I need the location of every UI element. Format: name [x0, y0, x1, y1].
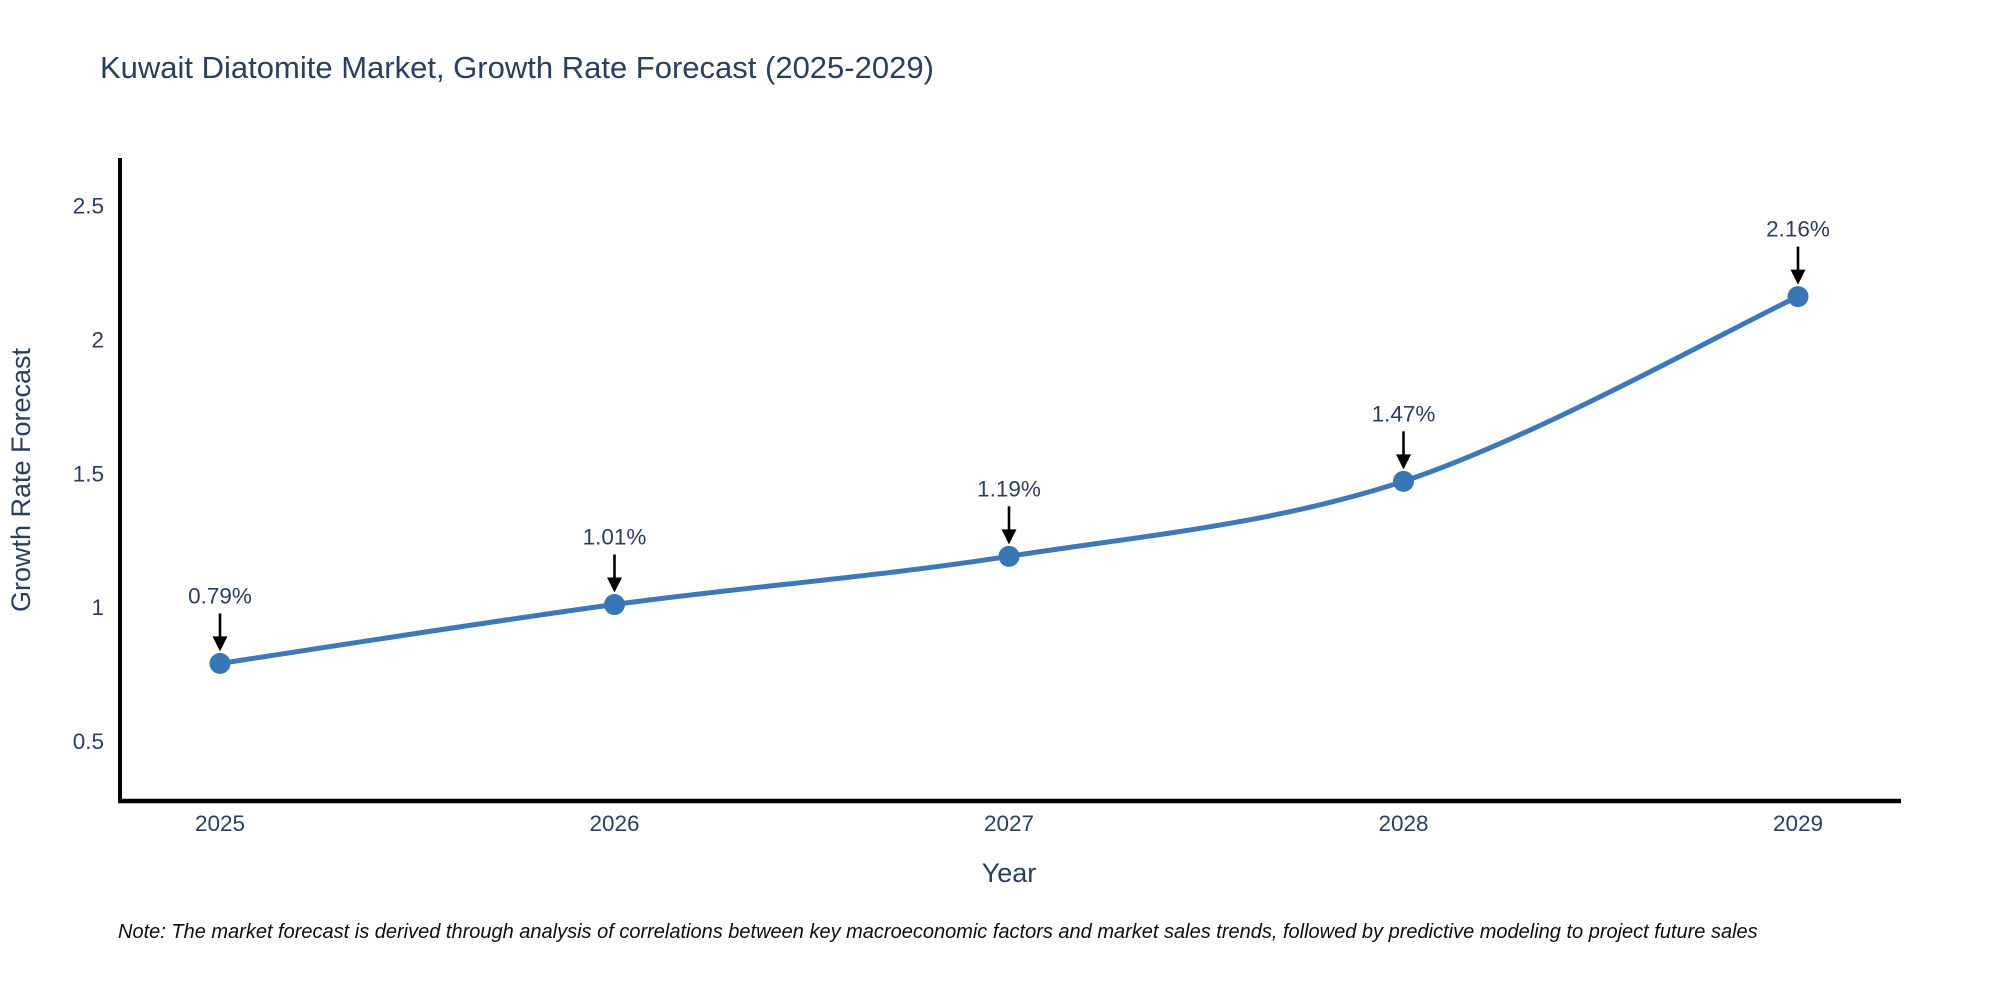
annotations-layer: 0.79% 1.01% 1.19% 1.47% 2.16%: [188, 217, 1830, 652]
x-tick-label: 2028: [1378, 811, 1428, 836]
annotation-arrowhead-icon: [1790, 269, 1806, 285]
tick-labels-layer: 0.5 1 1.5 2 2.5 2025 2026 2027 2028 2029: [73, 194, 1823, 836]
axes-layer: [118, 158, 1901, 804]
x-tick-label: 2027: [984, 811, 1034, 836]
x-tick-label: 2025: [195, 811, 245, 836]
y-axis-title: Growth Rate Forecast: [6, 347, 36, 612]
annotation-arrowhead-icon: [212, 636, 228, 652]
annotation-arrowhead-icon: [1396, 454, 1411, 470]
footnote: Note: The market forecast is derived thr…: [118, 921, 1758, 943]
series-layer: [209, 286, 1809, 674]
point-value-label: 1.01%: [583, 525, 647, 550]
x-axis-title: Year: [982, 858, 1037, 888]
point-value-label: 2.16%: [1766, 217, 1830, 242]
point-value-label: 1.19%: [977, 476, 1041, 501]
point-value-label: 0.79%: [188, 583, 252, 608]
data-point: [209, 652, 231, 674]
chart-title: Kuwait Diatomite Market, Growth Rate For…: [100, 50, 934, 85]
y-tick-label: 1: [91, 595, 104, 620]
data-point: [998, 545, 1020, 567]
point-value-label: 1.47%: [1372, 401, 1436, 426]
annotation-arrowhead-icon: [607, 577, 622, 593]
y-tick-label: 0.5: [73, 729, 104, 754]
annotation-arrowhead-icon: [1001, 529, 1017, 545]
y-tick-label: 2.5: [73, 194, 104, 219]
data-point: [1393, 470, 1414, 492]
x-tick-label: 2029: [1773, 811, 1823, 836]
y-tick-label: 2: [91, 327, 104, 352]
x-tick-label: 2026: [589, 811, 639, 836]
y-tick-label: 1.5: [73, 461, 104, 486]
data-point: [1787, 286, 1809, 308]
data-point: [604, 594, 625, 616]
